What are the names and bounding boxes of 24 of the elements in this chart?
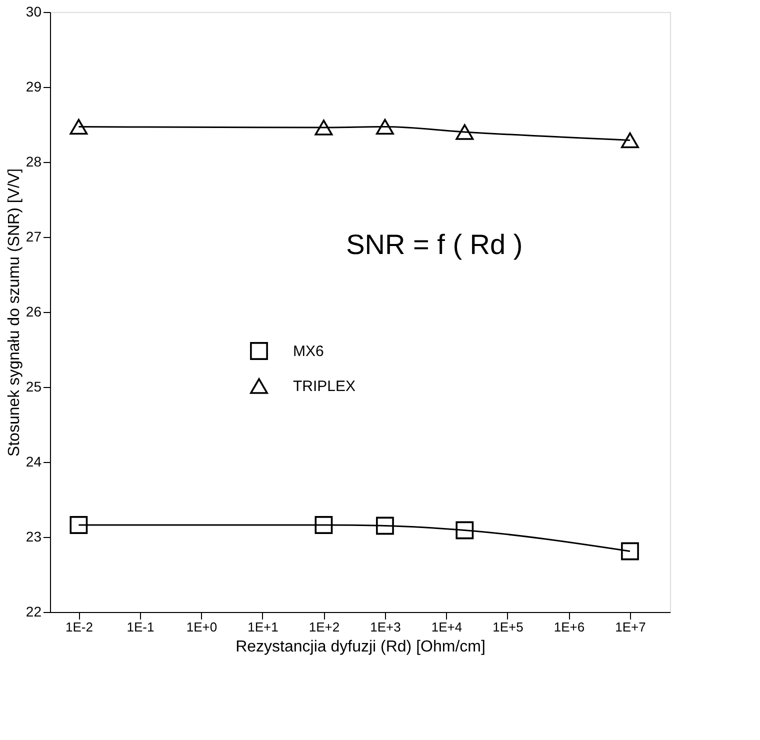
x-axis-title: Rezystancjia dyfuzji (Rd) [Ohm/cm] [236,638,486,656]
y-tick-label: 22 [26,604,42,620]
x-tick-label: 1E-1 [126,620,154,634]
legend-label: MX6 [293,343,324,360]
x-tick-label: 1E+6 [554,620,585,634]
legend-label: TRIPLEX [293,378,356,395]
x-tick-label: 1E+7 [615,620,646,634]
x-tick-label: 1E+1 [248,620,278,634]
x-tick-label: 1E+0 [186,620,218,634]
y-axis-title: Stosunek sygnału do szumu (SNR) [V/V] [6,168,23,457]
y-tick-label: 26 [26,304,42,320]
y-tick-label: 25 [26,378,42,394]
x-tick-label: 1E+5 [492,620,524,634]
x-tick-label: 1E+4 [431,620,462,634]
x-tick-label: 1E-2 [65,620,93,634]
x-tick-label: 1E+2 [308,620,340,634]
y-tick-label: 27 [26,228,42,244]
x-tick-label: 1E+3 [370,620,401,634]
y-tick-label: 30 [26,4,42,20]
y-tick-label: 29 [26,78,42,94]
annotation: SNR = f ( Rd ) [346,229,523,260]
y-tick-label: 28 [26,154,42,170]
y-tick-label: 24 [26,454,42,470]
y-tick-label: 23 [26,528,42,544]
